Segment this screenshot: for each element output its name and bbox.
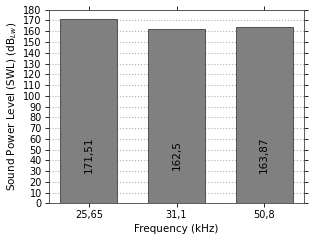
Bar: [60, 19, 117, 203]
Text: 163,87: 163,87: [259, 137, 269, 173]
Text: 162,5: 162,5: [171, 140, 181, 170]
Y-axis label: Sound Power Level (SWL) (dB$_{Lw}$): Sound Power Level (SWL) (dB$_{Lw}$): [6, 22, 19, 191]
Text: 171,51: 171,51: [84, 137, 94, 173]
Bar: [236, 27, 293, 203]
X-axis label: Frequency (kHz): Frequency (kHz): [134, 224, 219, 234]
Bar: [148, 29, 205, 203]
